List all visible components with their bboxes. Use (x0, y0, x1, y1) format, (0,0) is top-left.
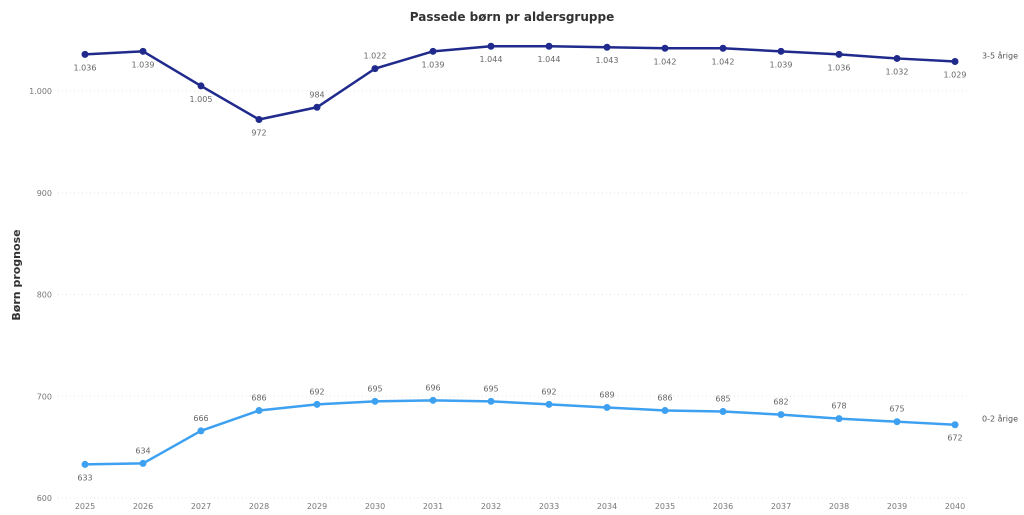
data-label: 1.005 (190, 95, 213, 104)
data-label: 689 (599, 390, 614, 399)
data-point (139, 47, 147, 55)
data-label: 695 (483, 384, 498, 393)
data-label: 1.036 (828, 63, 851, 72)
data-point (545, 400, 553, 408)
y-tick-label: 700 (37, 392, 52, 401)
data-label: 686 (657, 393, 672, 402)
data-label: 1.042 (654, 57, 677, 66)
data-point (313, 103, 321, 111)
grid-lines (58, 90, 968, 499)
x-tick-label: 2026 (133, 502, 153, 511)
x-tick-label: 2038 (829, 502, 849, 511)
series-name-label: 3-5 årige (982, 50, 1018, 60)
y-axis-label: Børn prognose (10, 229, 23, 320)
y-tick-label: 600 (37, 494, 52, 503)
x-tick-label: 2029 (307, 502, 327, 511)
data-point (835, 415, 843, 423)
data-point (893, 54, 901, 62)
y-tick-label: 800 (37, 291, 52, 300)
data-label: 1.032 (886, 67, 909, 76)
data-label: 1.036 (74, 63, 97, 72)
data-point (429, 396, 437, 404)
series-lines: 1.036 1.039 1.005 972 984 1.022 1.039 1.044 1.04… (74, 42, 1018, 482)
data-label: 1.044 (480, 55, 503, 64)
data-point (777, 411, 785, 419)
data-label: 672 (947, 434, 962, 443)
data-label: 1.039 (770, 60, 793, 69)
x-tick-label: 2032 (481, 502, 501, 511)
x-tick-label: 2037 (771, 502, 791, 511)
data-label: 666 (193, 414, 208, 423)
data-point (603, 403, 611, 411)
data-point (835, 50, 843, 58)
data-label: 686 (251, 393, 266, 402)
data-point (545, 42, 553, 50)
data-label: 972 (251, 128, 266, 137)
series-group: 633 634 666 686 692 695 696 695 692 689 686 685 682 6… (77, 383, 1018, 482)
data-point (893, 418, 901, 426)
data-point (429, 47, 437, 55)
data-label: 633 (77, 473, 92, 482)
series-group: 1.036 1.039 1.005 972 984 1.022 1.039 1.044 1.04… (74, 42, 1018, 137)
data-label: 682 (773, 398, 788, 407)
data-label: 675 (889, 405, 904, 414)
data-label: 692 (541, 387, 556, 396)
data-label: 634 (135, 446, 150, 455)
data-label: 692 (309, 387, 324, 396)
data-point (255, 115, 263, 123)
data-label: 1.039 (132, 60, 155, 69)
data-label: 1.043 (596, 56, 619, 65)
data-point (719, 44, 727, 52)
x-axis: 2025 2026 2027 2028 2029 2030 2031 2032 2033 2034… (75, 502, 965, 511)
data-point (255, 406, 263, 414)
series-name-label: 0-2 årige (982, 414, 1018, 424)
data-point (371, 65, 379, 73)
data-point (81, 460, 89, 468)
x-tick-label: 2035 (655, 502, 675, 511)
x-tick-label: 2036 (713, 502, 733, 511)
data-point (661, 406, 669, 414)
data-point (197, 82, 205, 90)
x-tick-label: 2027 (191, 502, 211, 511)
series-line (84, 44, 956, 121)
data-label: 1.022 (364, 52, 387, 61)
data-label: 695 (367, 384, 382, 393)
y-tick-label: 1.000 (29, 87, 52, 96)
x-tick-label: 2028 (249, 502, 269, 511)
x-tick-label: 2033 (539, 502, 559, 511)
data-point (951, 421, 959, 429)
data-point (81, 50, 89, 58)
x-tick-label: 2039 (887, 502, 907, 511)
data-point (139, 459, 147, 467)
data-point (371, 397, 379, 405)
chart-title: Passede børn pr aldersgruppe (409, 10, 615, 24)
series-line (84, 399, 956, 466)
data-point (719, 408, 727, 416)
data-label: 685 (715, 395, 730, 404)
data-point (603, 43, 611, 51)
x-tick-label: 2030 (365, 502, 385, 511)
data-point (661, 44, 669, 52)
y-tick-label: 900 (37, 189, 52, 198)
data-point (777, 47, 785, 55)
data-label: 1.044 (538, 55, 561, 64)
data-label: 1.042 (712, 57, 735, 66)
data-point (487, 397, 495, 405)
data-label: 984 (309, 90, 324, 99)
y-axis: 600 700 800 900 1.000 (29, 87, 52, 503)
data-point (313, 400, 321, 408)
x-tick-label: 2040 (945, 502, 965, 511)
data-point (197, 427, 205, 435)
data-label: 696 (425, 383, 440, 392)
data-point (487, 42, 495, 50)
data-point (951, 57, 959, 65)
x-tick-label: 2031 (423, 502, 443, 511)
data-label: 1.029 (944, 70, 967, 79)
x-tick-label: 2025 (75, 502, 95, 511)
data-label: 678 (831, 402, 846, 411)
x-tick-label: 2034 (597, 502, 617, 511)
data-label: 1.039 (422, 60, 445, 69)
